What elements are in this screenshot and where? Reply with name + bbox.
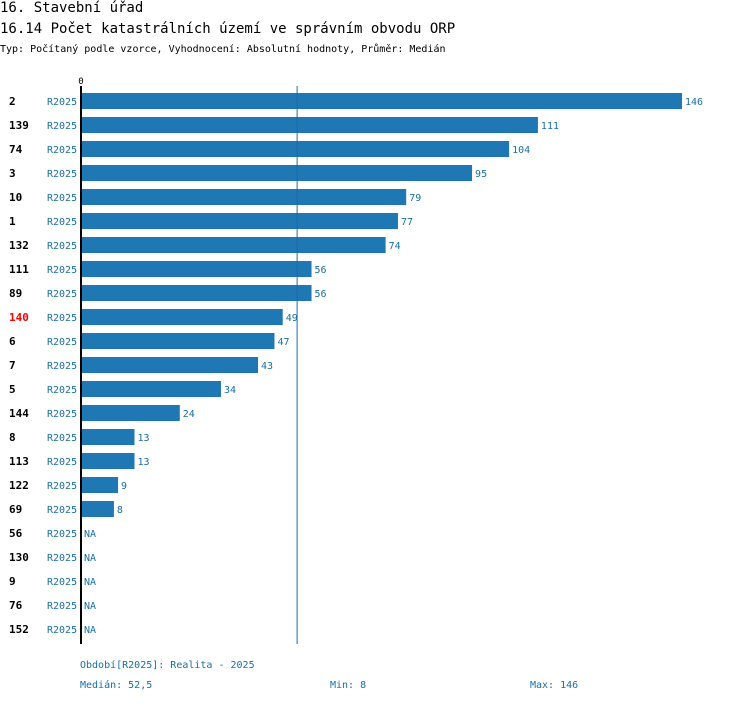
- bar-value-label: 24: [183, 409, 195, 420]
- na-label: NA: [84, 553, 96, 564]
- bar-value-label: 95: [475, 169, 487, 180]
- indicator-title: 16.14 Počet katastrálních území ve správ…: [0, 21, 456, 37]
- na-label: NA: [84, 601, 96, 612]
- row-category-label: 8: [9, 431, 16, 444]
- bar-value-label: 13: [138, 433, 150, 444]
- na-label: NA: [84, 625, 96, 636]
- row-category-label: 111: [9, 263, 29, 276]
- bar: [81, 93, 682, 109]
- na-label: NA: [84, 577, 96, 588]
- row-category-label: 1: [9, 215, 16, 228]
- row-category-label: 139: [9, 119, 29, 132]
- row-period-label: R2025: [47, 265, 77, 276]
- row-category-label: 113: [9, 455, 29, 468]
- footer-period: Období[R2025]: Realita - 2025: [80, 660, 255, 671]
- footer-min: Min: 8: [330, 680, 367, 691]
- bar: [81, 501, 114, 517]
- bar-value-label: 104: [512, 145, 530, 156]
- bar-value-label: 47: [277, 337, 289, 348]
- row-category-label: 122: [9, 479, 29, 492]
- row-period-label: R2025: [47, 385, 77, 396]
- bar-value-label: 79: [409, 193, 421, 204]
- row-category-label: 5: [9, 383, 16, 396]
- row-period-label: R2025: [47, 529, 77, 540]
- bar: [81, 213, 398, 229]
- na-label: NA: [84, 529, 96, 540]
- bar: [81, 165, 473, 181]
- bar-value-label: 146: [685, 97, 703, 108]
- bar: [81, 477, 119, 493]
- row-period-label: R2025: [47, 601, 77, 612]
- bar: [81, 141, 510, 157]
- row-category-label: 9: [9, 575, 16, 588]
- row-category-label: 56: [9, 527, 23, 540]
- row-period-label: R2025: [47, 313, 77, 324]
- bar-value-label: 9: [121, 481, 127, 492]
- row-period-label: R2025: [47, 457, 77, 468]
- row-category-label: 140: [9, 311, 29, 324]
- bar: [81, 453, 135, 469]
- row-period-label: R2025: [47, 169, 77, 180]
- bar: [81, 261, 312, 277]
- bar-value-label: 13: [138, 457, 150, 468]
- row-category-label: 152: [9, 623, 29, 636]
- row-period-label: R2025: [47, 97, 77, 108]
- bar: [81, 309, 283, 325]
- row-period-label: R2025: [47, 553, 77, 564]
- bar-value-label: 111: [541, 121, 559, 132]
- bar-value-label: 56: [315, 289, 327, 300]
- row-period-label: R2025: [47, 505, 77, 516]
- row-category-label: 3: [9, 167, 16, 180]
- footer-max: Max: 146: [530, 680, 579, 691]
- bar-value-label: 8: [117, 505, 123, 516]
- bar: [81, 285, 312, 301]
- row-category-label: 7: [9, 359, 16, 372]
- row-category-label: 74: [9, 143, 23, 156]
- section-title: 16. Stavební úřad: [0, 0, 144, 16]
- row-category-label: 69: [9, 503, 22, 516]
- bar: [81, 405, 180, 421]
- row-period-label: R2025: [47, 577, 77, 588]
- row-period-label: R2025: [47, 625, 77, 636]
- row-category-label: 10: [9, 191, 22, 204]
- row-period-label: R2025: [47, 433, 77, 444]
- bar-value-label: 34: [224, 385, 236, 396]
- row-period-label: R2025: [47, 217, 77, 228]
- row-category-label: 144: [9, 407, 29, 420]
- footer-median: Medián: 52,5: [80, 680, 153, 691]
- row-category-label: 6: [9, 335, 16, 348]
- bar: [81, 357, 259, 373]
- row-period-label: R2025: [47, 241, 77, 252]
- row-category-label: 132: [9, 239, 29, 252]
- bar-value-label: 49: [286, 313, 298, 324]
- row-category-label: 76: [9, 599, 23, 612]
- row-period-label: R2025: [47, 361, 77, 372]
- bar: [81, 237, 386, 253]
- row-category-label: 89: [9, 287, 22, 300]
- row-period-label: R2025: [47, 409, 77, 420]
- bar: [81, 189, 407, 205]
- row-category-label: 2: [9, 95, 16, 108]
- row-period-label: R2025: [47, 193, 77, 204]
- bar: [81, 381, 221, 397]
- indicator-subtitle: Typ: Počítaný podle vzorce, Vyhodnocení:…: [0, 44, 446, 55]
- bar: [81, 429, 135, 445]
- row-category-label: 130: [9, 551, 29, 564]
- row-period-label: R2025: [47, 145, 77, 156]
- axis-zero-label: 0: [78, 77, 83, 87]
- row-period-label: R2025: [47, 337, 77, 348]
- bar: [81, 333, 275, 349]
- row-period-label: R2025: [47, 289, 77, 300]
- bar-value-label: 77: [401, 217, 413, 228]
- bar-value-label: 43: [261, 361, 273, 372]
- bar: [81, 117, 538, 133]
- bar-value-label: 56: [315, 265, 327, 276]
- row-period-label: R2025: [47, 121, 77, 132]
- bar-value-label: 74: [389, 241, 401, 252]
- row-period-label: R2025: [47, 481, 77, 492]
